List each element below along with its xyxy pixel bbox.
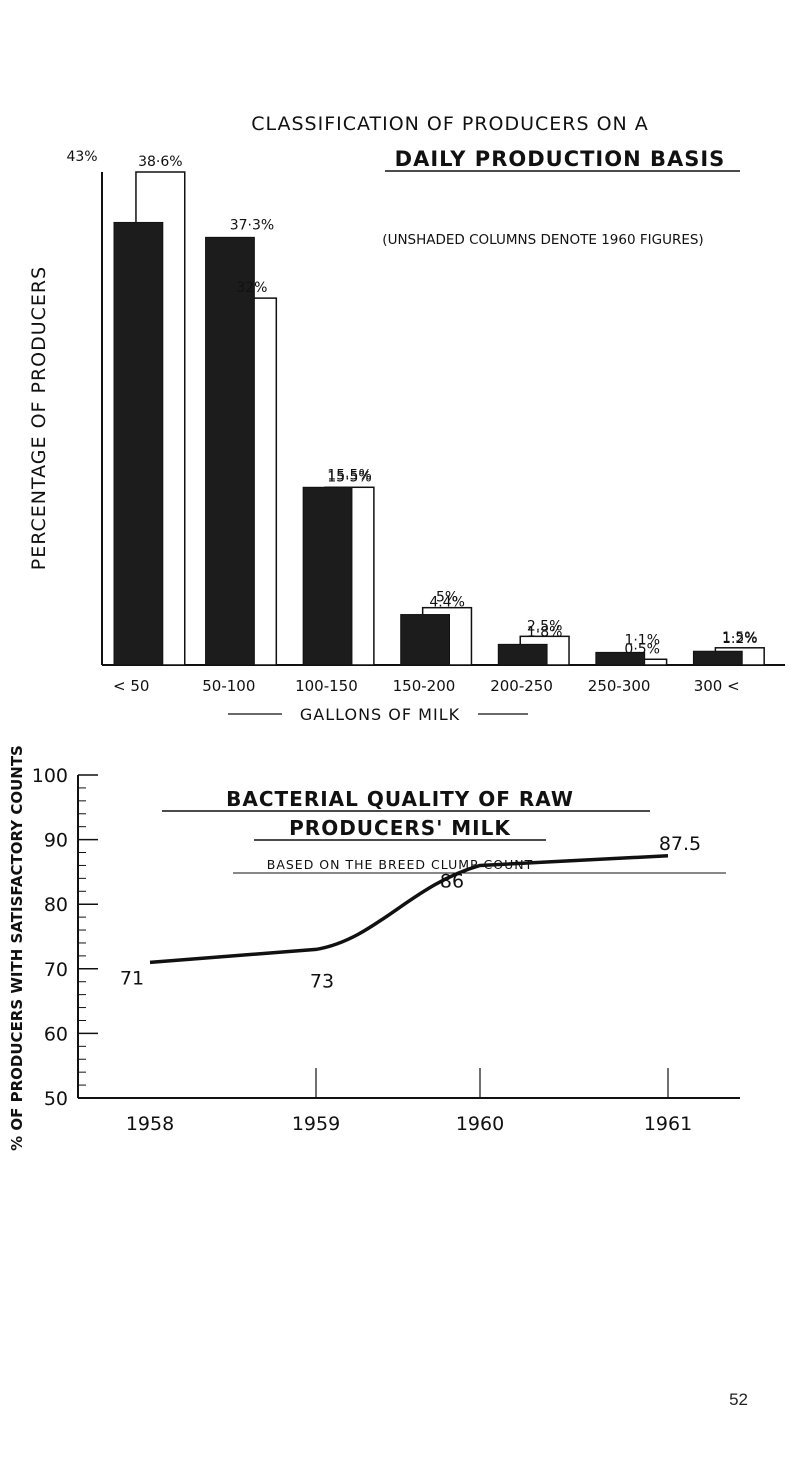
bar-label-shaded-2: 15.5%: [327, 467, 371, 483]
line-chart-title-line2: PRODUCERS' MILK: [289, 816, 511, 840]
bar-label-unshaded-3: 5%: [436, 590, 458, 606]
bar-label-unshaded-1: 32%: [236, 280, 267, 296]
line-chart-ylabel: % OF PRODUCERS WITH SATISFACTORY COUNTS: [8, 745, 26, 1151]
bar-category-label-5: 250-300: [588, 677, 651, 695]
bar-category-label-2: 100-150: [295, 677, 358, 695]
bar-label-unshaded-0: 38·6%: [138, 154, 182, 170]
bar-label-unshaded-5: 0·5%: [624, 641, 660, 657]
bar-chart-note: (UNSHADED COLUMNS DENOTE 1960 FIGURES): [382, 232, 703, 248]
bar-chart-xlabel: GALLONS OF MILK: [300, 705, 460, 724]
line-chart-title-line1: BACTERIAL QUALITY OF RAW: [226, 787, 574, 811]
line-point-label-3: 87.5: [659, 833, 701, 855]
line-xtick-label-0: 1958: [126, 1113, 174, 1135]
bar-category-label-6: 300 <: [694, 677, 740, 695]
bar-chart-ymax-label: 43%: [66, 149, 97, 165]
bar-shaded-3: [400, 614, 451, 666]
bar-shaded-6: [692, 650, 743, 666]
line-ytick-label-1: 90: [44, 830, 68, 852]
line-xtick-label-1: 1959: [292, 1113, 340, 1135]
bar-label-unshaded-2: 15·5%: [327, 469, 371, 485]
line-ytick-label-3: 70: [44, 959, 68, 981]
bar-category-label-3: 150-200: [393, 677, 456, 695]
bar-label-shaded-6: 1.2%: [722, 631, 758, 647]
bar-shaded-0: [113, 221, 164, 666]
line-xtick-label-2: 1960: [456, 1113, 504, 1135]
bar-category-label-0: < 50: [113, 677, 149, 695]
bar-chart-title-line1: CLASSIFICATION OF PRODUCERS ON A: [251, 113, 649, 135]
line-ytick-label-5: 50: [44, 1088, 68, 1110]
bar-label-unshaded-4: 2.5%: [527, 618, 563, 634]
bar-label-unshaded-6: 1·5%: [722, 630, 758, 646]
line-ytick-label-0: 100: [32, 765, 68, 787]
bar-shaded-5: [595, 651, 646, 666]
bar-chart-ylabel: PERCENTAGE OF PRODUCERS: [28, 266, 50, 570]
bar-shaded-1: [205, 236, 255, 666]
line-ytick-label-4: 60: [44, 1023, 68, 1045]
bar-label-shaded-1: 37·3%: [230, 217, 274, 233]
bar-label-shaded-4: 1·8%: [527, 624, 563, 640]
bar-shaded-4: [497, 643, 548, 666]
line-point-label-2: 86: [440, 870, 464, 892]
line-point-label-0: 71: [120, 967, 144, 989]
line-ytick-label-2: 80: [44, 894, 68, 916]
bar-label-shaded-5: 1·1%: [624, 632, 660, 648]
bar-category-label-4: 200-250: [490, 677, 553, 695]
bar-category-label-1: 50-100: [202, 677, 255, 695]
bar-label-shaded-3: 4.4%: [429, 595, 465, 611]
page-number: 52: [729, 1390, 748, 1409]
bar-chart-title-line2: DAILY PRODUCTION BASIS: [395, 147, 726, 171]
line-series-path: [149, 854, 669, 965]
bar-shaded-2: [302, 486, 353, 666]
line-xtick-label-3: 1961: [644, 1113, 692, 1135]
line-point-label-1: 73: [310, 970, 334, 992]
